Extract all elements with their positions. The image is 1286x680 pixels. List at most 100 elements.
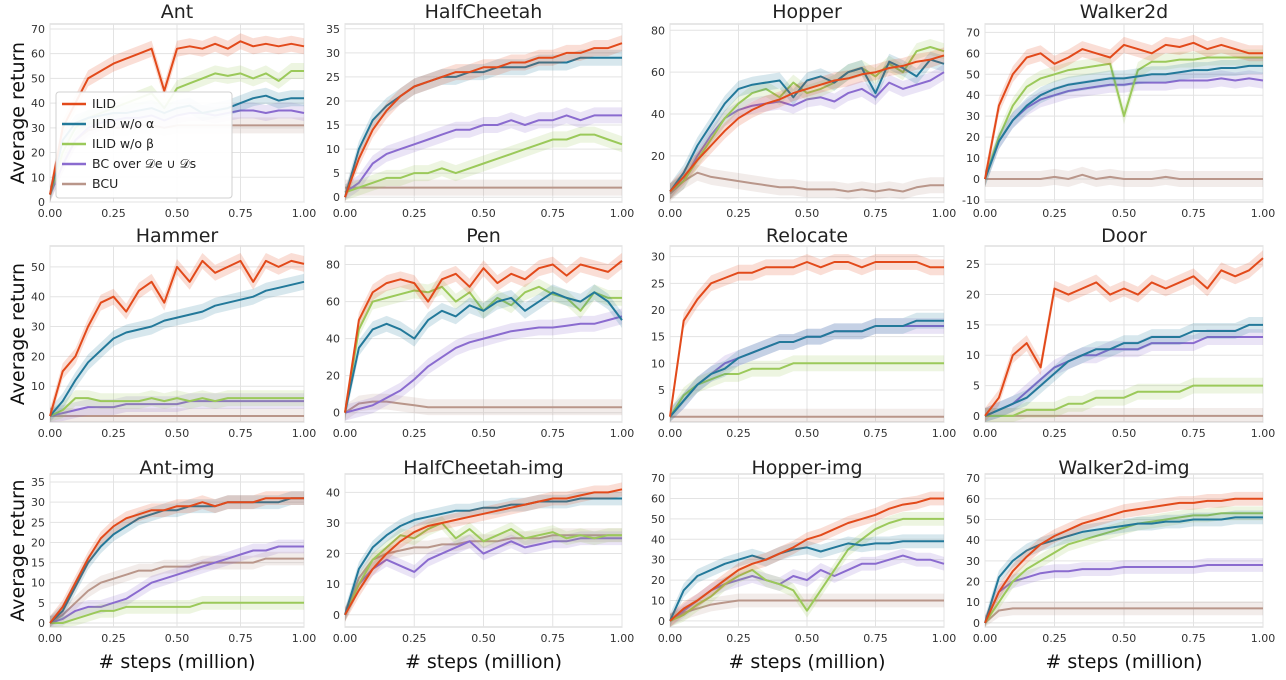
y-tick-label: 10 — [31, 171, 45, 184]
legend-box — [55, 91, 233, 199]
y-tick-label: 70 — [966, 472, 980, 485]
x-tick-label: 0.25 — [101, 427, 126, 440]
series-line-ilid — [344, 42, 623, 198]
x-tick-label: 0.00 — [333, 207, 358, 220]
y-tick-label: 10 — [326, 143, 340, 156]
x-tick-label: 0.50 — [1112, 427, 1137, 440]
band-ilid-w-o — [670, 39, 944, 200]
x-tick-label: 0.50 — [165, 207, 190, 220]
series-line-bcu — [985, 173, 1263, 180]
panel-title: Walker2d-img — [1058, 457, 1189, 479]
band-ilid-w-o — [985, 57, 1263, 188]
x-tick-label: 1.00 — [292, 632, 317, 645]
y-tick-label: 30 — [966, 110, 980, 123]
series-line-ilid-w-o — [344, 291, 623, 413]
y-tick-label: 10 — [966, 596, 980, 609]
band-bc-over-de-ds — [670, 318, 944, 422]
y-tick-label: 60 — [651, 492, 665, 505]
x-tick-label: 0.00 — [658, 427, 683, 440]
series-line-ilid-w-o — [49, 397, 304, 417]
legend: ILID ILID w/o α ILID w/o β BC over 𝒟e ∪ 𝒟s B… — [55, 91, 233, 199]
panel-relocate: 0.00 0.25 0.50 0.75 1.00 0 5 10 15 20 25 30 Relocate — [651, 225, 956, 440]
y-tick-label: 40 — [966, 534, 980, 547]
x-tick-label: 0.75 — [1181, 427, 1206, 440]
x-tick-label: 1.00 — [292, 427, 317, 440]
x-tick-label: 0.25 — [726, 427, 751, 440]
legend-label-ilid-w-o: ILID w/o β — [92, 136, 154, 151]
band-ilid — [985, 491, 1263, 627]
series-line-ilid — [344, 260, 623, 413]
y-tick-label: 20 — [326, 548, 340, 561]
y-tick-label: 20 — [651, 304, 665, 317]
y-tick-label: 50 — [966, 68, 980, 81]
band-ilid-w-o — [670, 512, 944, 627]
x-tick-label: 1.00 — [1251, 427, 1276, 440]
y-tick-label: 0 — [38, 617, 45, 630]
x-tick-label: 0.75 — [1181, 207, 1206, 220]
series-line-ilid — [49, 259, 305, 417]
band-ilid-w-o — [670, 534, 944, 627]
y-tick-label: 60 — [31, 48, 45, 61]
y-tick-label: 25 — [326, 71, 340, 84]
y-tick-label: 20 — [326, 95, 340, 108]
band-ilid-w-o — [985, 506, 1263, 627]
y-tick-label: 0 — [333, 609, 340, 622]
y-tick-label: 20 — [651, 150, 665, 163]
series-line-bc-over-de-ds — [669, 71, 945, 193]
x-tick-label: 0.75 — [228, 427, 253, 440]
band-ilid-w-o — [50, 63, 304, 202]
series-line-bc-over-de-ds — [49, 545, 304, 624]
y-tick-label: 40 — [31, 97, 45, 110]
y-tick-label: 0 — [973, 173, 980, 186]
y-tick-label: 15 — [326, 119, 340, 132]
panel-title: Door — [1101, 225, 1147, 247]
x-tick-label: 0.75 — [228, 632, 253, 645]
band-bcu — [345, 528, 622, 622]
x-tick-label: 0.50 — [795, 632, 820, 645]
series-line-bc-over-de-ds — [984, 77, 1264, 180]
band-ilid — [345, 35, 622, 203]
series-line-ilid-w-o — [50, 601, 304, 624]
x-tick-label: 0.25 — [402, 427, 427, 440]
x-tick-label: 1.00 — [610, 427, 635, 440]
y-tick-label: 10 — [651, 357, 665, 370]
x-tick-label: 0.25 — [1042, 632, 1067, 645]
series-line-bc-over-de-ds — [49, 400, 304, 417]
panel-title: Walker2d — [1080, 1, 1168, 23]
x-tick-label: 0.50 — [165, 427, 190, 440]
x-tick-label: 0.00 — [973, 632, 998, 645]
y-tick-label: 20 — [326, 370, 340, 383]
y-tick-label: 70 — [966, 26, 980, 39]
series-line-bcu — [669, 599, 944, 622]
series-line-ilid-w-o — [984, 64, 1263, 180]
series-line-bc-over-de-ds — [984, 336, 1263, 417]
y-tick-label: 30 — [31, 496, 45, 509]
y-tick-label: 5 — [658, 384, 665, 397]
band-ilid — [670, 491, 944, 627]
y-tick-label: 25 — [966, 258, 980, 271]
y-tick-label: 70 — [651, 472, 665, 485]
band-ilid-w-o — [670, 355, 944, 422]
band-bc-over-de-ds — [50, 539, 304, 627]
y-tick-label: 5 — [973, 380, 980, 393]
panel-pen: 0.00 0.25 0.50 0.75 1.00 0 20 40 60 80 Pen — [326, 225, 634, 440]
y-tick-label: 30 — [966, 555, 980, 568]
band-ilid — [345, 252, 622, 421]
panel-title: Pen — [466, 225, 501, 247]
panel-ant-img: 0.00 0.25 0.50 0.75 1.00 0 5 10 15 20 25 30 35 Ant-im… — [7, 457, 316, 673]
panel-walker2d-img: 0.00 0.25 0.50 0.75 1.00 0 10 20 30 40 50 60 70 Walke… — [966, 457, 1275, 673]
series-line-ilid-w-o — [669, 517, 944, 622]
y-tick-label: 60 — [966, 493, 980, 506]
series-line-ilid-w-o — [669, 319, 944, 418]
y-tick-label: 15 — [651, 331, 665, 344]
y-axis-label: Average return — [7, 42, 29, 184]
x-tick-label: 0.75 — [228, 207, 253, 220]
series-line-ilid — [669, 261, 944, 417]
y-tick-label: 50 — [31, 261, 45, 274]
series-line-ilid-w-o — [984, 516, 1263, 624]
x-tick-label: 0.50 — [165, 632, 190, 645]
x-tick-label: 0.25 — [726, 632, 751, 645]
x-axis-label: # steps (million) — [98, 651, 255, 673]
y-tick-label: 50 — [651, 513, 665, 526]
y-tick-label: 10 — [966, 349, 980, 362]
